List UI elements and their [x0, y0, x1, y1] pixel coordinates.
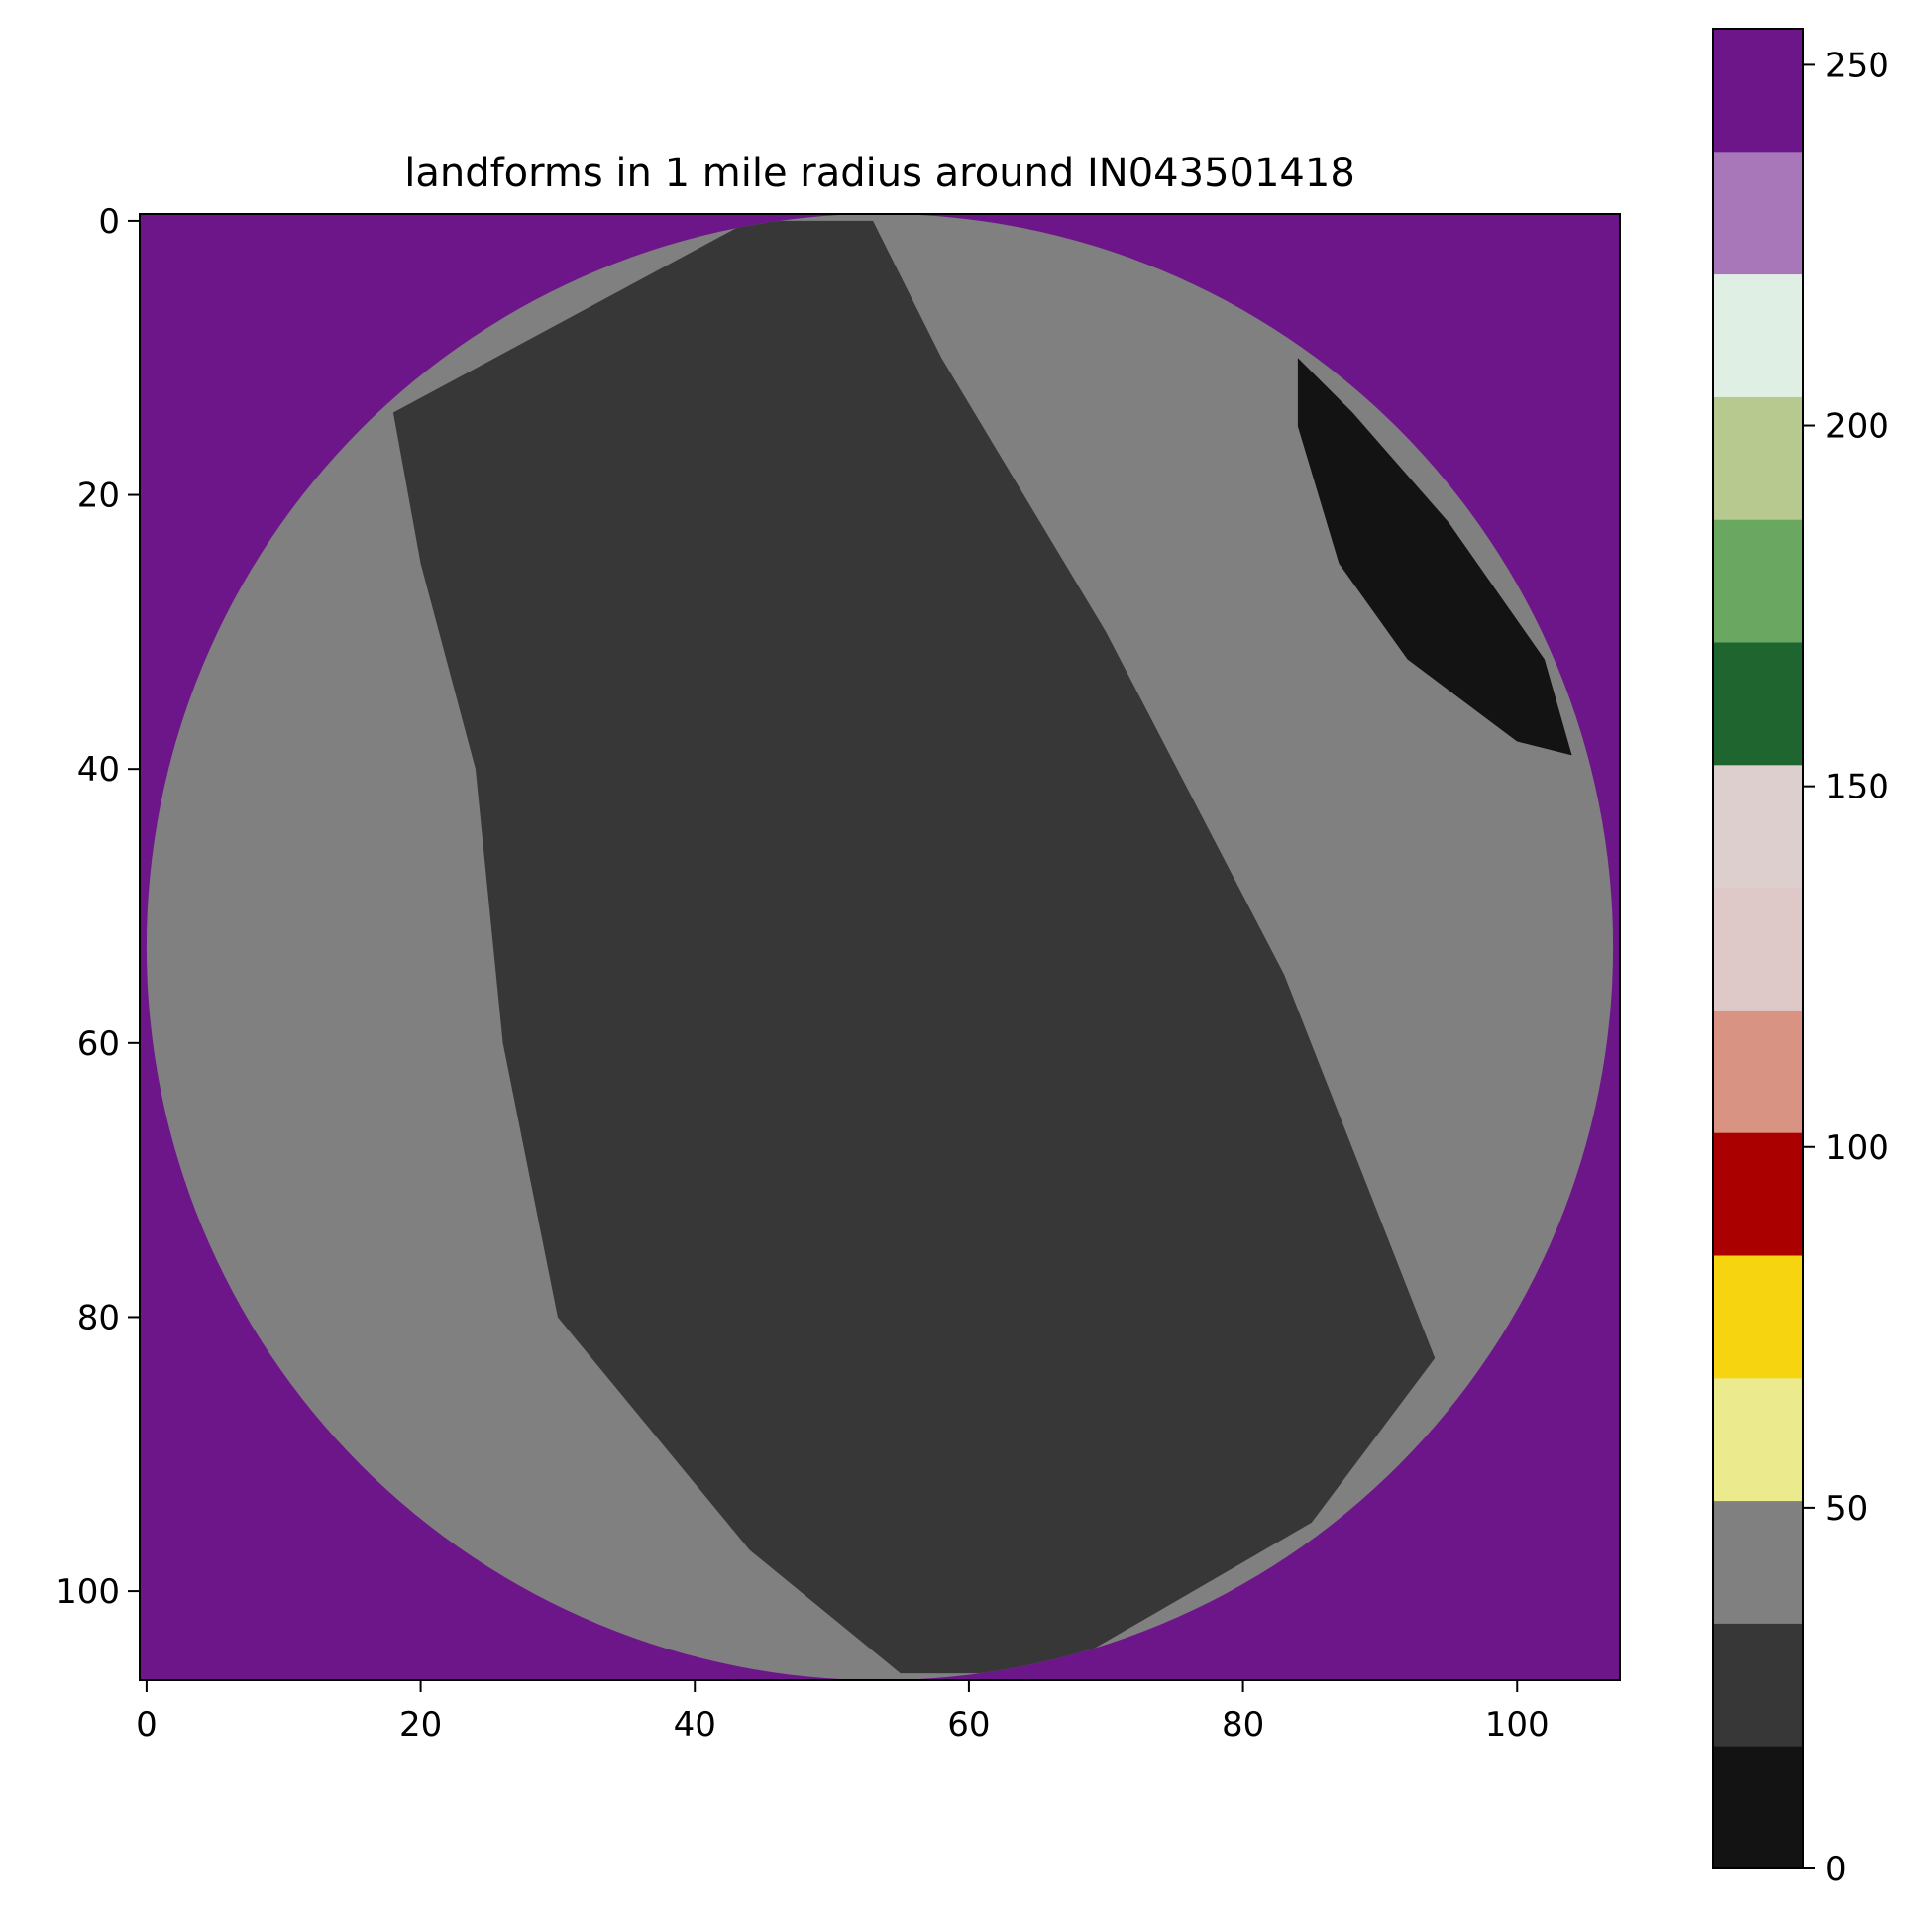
- colorbar-segment: [1713, 519, 1803, 643]
- heatmap-plot-area: [139, 213, 1621, 1681]
- colorbar-segment: [1713, 1746, 1803, 1869]
- colorbar-tick-label: 150: [1825, 768, 1889, 807]
- y-tick-label: 0: [98, 202, 120, 242]
- y-tick-label: 40: [77, 750, 120, 790]
- plot-frame: [139, 213, 1621, 1681]
- x-axis: 0 20 40 60 80 100: [136, 1680, 1550, 1745]
- colorbar-tick-label: 250: [1825, 46, 1889, 85]
- colorbar-frame: [1712, 28, 1804, 1869]
- colorbar-segment: [1713, 1500, 1803, 1624]
- colorbar-segment: [1713, 1010, 1803, 1133]
- y-tick-label: 100: [55, 1572, 120, 1612]
- colorbar-segment: [1713, 764, 1803, 889]
- colorbar-segment: [1713, 1132, 1803, 1256]
- x-tick-label: 40: [674, 1705, 716, 1745]
- x-tick-label: 0: [136, 1705, 158, 1745]
- colorbar-segment: [1713, 887, 1803, 1011]
- colorbar-tick-label: 50: [1825, 1489, 1868, 1529]
- y-tick-label: 60: [77, 1024, 120, 1064]
- dark-band-region: [392, 220, 1436, 1674]
- x-tick-label: 80: [1222, 1705, 1264, 1745]
- colorbar-segment: [1713, 151, 1803, 275]
- black-lens-region: [1297, 358, 1572, 756]
- chart-title: landforms in 1 mile radius around IN0435…: [404, 151, 1355, 196]
- colorbar: 0 50 100 150 200 250: [1712, 28, 1889, 1889]
- colorbar-segment: [1713, 396, 1803, 520]
- colorbar-segment: [1713, 1377, 1803, 1502]
- y-tick-label: 20: [77, 477, 120, 516]
- colorbar-segment: [1713, 29, 1803, 153]
- colorbar-tick-label: 100: [1825, 1128, 1889, 1168]
- x-tick-label: 100: [1485, 1705, 1550, 1745]
- y-tick-label: 80: [77, 1298, 120, 1337]
- colorbar-segment: [1713, 1255, 1803, 1379]
- x-tick-label: 60: [947, 1705, 990, 1745]
- y-axis: 0 20 40 60 80 100: [55, 202, 140, 1612]
- colorbar-segment: [1713, 1623, 1803, 1747]
- colorbar-tick-label: 200: [1825, 407, 1889, 447]
- colorbar-segment: [1713, 642, 1803, 766]
- colorbar-segment: [1713, 273, 1803, 397]
- x-tick-label: 20: [399, 1705, 442, 1745]
- colorbar-tick-label: 0: [1825, 1850, 1847, 1889]
